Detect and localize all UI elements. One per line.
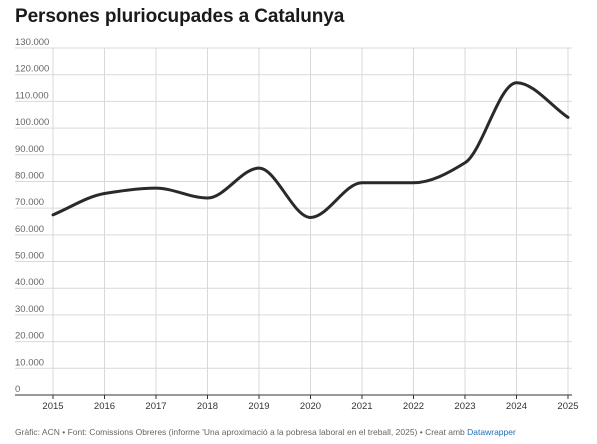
y-tick-label: 30.000 bbox=[15, 304, 44, 315]
y-tick-label: 100.000 bbox=[15, 117, 49, 128]
data-point-2025 bbox=[564, 113, 572, 121]
y-tick-label: 70.000 bbox=[15, 197, 44, 208]
series-line bbox=[51, 81, 570, 219]
data-point-2021 bbox=[358, 179, 366, 187]
data-point-2024 bbox=[513, 79, 521, 87]
x-tick-label: 2024 bbox=[506, 401, 527, 412]
x-tick-label: 2023 bbox=[454, 401, 475, 412]
gridlines bbox=[15, 47, 572, 395]
y-tick-labels: 0 10.000 20.000 30.000 40.000 50.000 60.000 70.… bbox=[15, 37, 49, 395]
y-tick-label: 130.000 bbox=[15, 37, 49, 48]
x-tick-label: 2020 bbox=[300, 401, 321, 412]
source-text: Gràfic: ACN • Font: Comissions Obreres (… bbox=[15, 427, 465, 437]
x-tick-label: 2016 bbox=[94, 401, 115, 412]
x-tick-label: 2022 bbox=[403, 401, 424, 412]
data-point-2019 bbox=[255, 164, 263, 172]
x-tick-label: 2019 bbox=[248, 401, 269, 412]
y-tick-label: 10.000 bbox=[15, 357, 44, 368]
x-tick-labels: 2015 2016 2017 2018 2019 2020 2021 2022 2023 2024… bbox=[42, 401, 578, 412]
x-tick-label: 2015 bbox=[42, 401, 63, 412]
data-point-2018 bbox=[204, 194, 212, 202]
series-layer bbox=[49, 79, 572, 221]
data-point-2016 bbox=[101, 189, 109, 197]
data-point-2015 bbox=[49, 211, 57, 219]
y-tick-label: 60.000 bbox=[15, 224, 44, 235]
y-tick-label: 0 bbox=[15, 384, 20, 395]
x-axis bbox=[15, 394, 572, 399]
y-tick-label: 120.000 bbox=[15, 64, 49, 75]
data-point-2022 bbox=[410, 179, 418, 187]
x-tick-label: 2021 bbox=[351, 401, 372, 412]
chart-title: Persones pluriocupades a Catalunya bbox=[15, 6, 345, 27]
data-point-2020 bbox=[307, 213, 315, 221]
y-tick-label: 90.000 bbox=[15, 144, 44, 155]
y-tick-label: 20.000 bbox=[15, 331, 44, 342]
data-point-2017 bbox=[152, 184, 160, 192]
y-tick-label: 40.000 bbox=[15, 277, 44, 288]
x-tick-label: 2018 bbox=[197, 401, 218, 412]
x-tick-label: 2025 bbox=[557, 401, 578, 412]
source-note: Gràfic: ACN • Font: Comissions Obreres (… bbox=[15, 427, 516, 437]
y-tick-label: 50.000 bbox=[15, 251, 44, 262]
x-tick-label: 2017 bbox=[145, 401, 166, 412]
datawrapper-link[interactable]: Datawrapper bbox=[467, 427, 516, 437]
data-point-2023 bbox=[461, 159, 469, 167]
y-tick-label: 80.000 bbox=[15, 170, 44, 181]
y-tick-label: 110.000 bbox=[15, 90, 49, 101]
